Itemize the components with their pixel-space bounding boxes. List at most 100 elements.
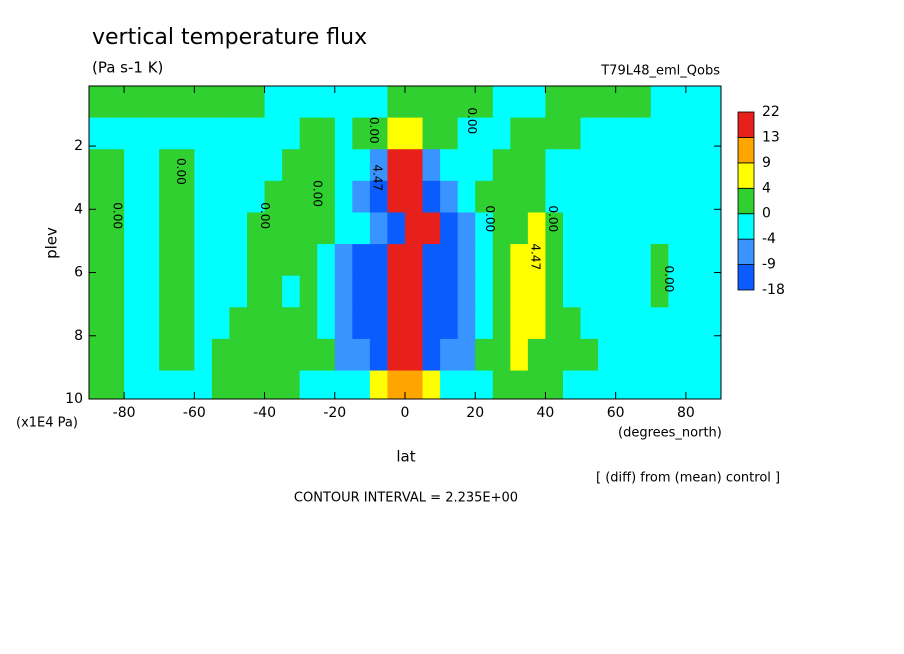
field-cell — [211, 370, 230, 399]
field-cell — [405, 149, 424, 182]
field-cell — [369, 338, 388, 372]
field-cell — [334, 275, 353, 308]
field-cell — [633, 86, 652, 119]
field-cell — [352, 370, 371, 399]
field-cell — [334, 307, 353, 340]
field-cell — [106, 117, 125, 150]
field-cell — [282, 275, 301, 308]
field-cell — [211, 244, 230, 277]
field-cell — [492, 180, 511, 213]
field-cell — [615, 370, 634, 399]
field-cell — [422, 275, 441, 308]
field-cell — [369, 86, 388, 119]
field-cell — [264, 212, 283, 245]
field-cell — [334, 212, 353, 245]
field-cell — [527, 275, 546, 308]
field-cell — [352, 117, 371, 150]
field-cell — [510, 86, 529, 119]
colorbar-swatch — [737, 213, 755, 240]
field-cell — [194, 117, 213, 150]
colorbar-swatch — [737, 111, 755, 138]
field-cell — [580, 86, 599, 119]
field-cell — [89, 275, 108, 308]
field-cell — [475, 149, 494, 182]
field-cell — [211, 86, 230, 119]
field-cell — [440, 86, 459, 119]
colorbar-label: -4 — [762, 231, 776, 247]
field-cell — [633, 307, 652, 340]
field-cell — [703, 307, 721, 340]
field-cell — [615, 180, 634, 213]
field-cell — [510, 180, 529, 213]
contour-label: 0.00 — [662, 265, 676, 292]
field-cell — [475, 180, 494, 213]
field-cell — [194, 212, 213, 245]
field-cell — [229, 370, 248, 399]
field-cell — [317, 117, 336, 150]
field-cell — [510, 149, 529, 182]
field-cell — [176, 86, 195, 119]
field-cell — [492, 117, 511, 150]
field-cell — [685, 149, 704, 182]
field-cell — [106, 370, 125, 399]
x-tick-label: -80 — [113, 405, 136, 421]
field-cell — [475, 212, 494, 245]
field-cell — [405, 180, 424, 213]
field-cell — [598, 212, 617, 245]
field-cell — [492, 86, 511, 119]
chart-title: vertical temperature flux — [92, 25, 367, 50]
field-cell — [299, 86, 318, 119]
field-cell — [405, 338, 424, 372]
field-cell — [527, 244, 546, 277]
field-cell — [229, 275, 248, 308]
field-cell — [352, 275, 371, 308]
field-cell — [176, 307, 195, 340]
field-cell — [247, 275, 266, 308]
contour-label: 4.47 — [528, 243, 542, 270]
field-cell — [668, 370, 687, 399]
field-cell — [650, 86, 669, 119]
field-cell — [159, 117, 178, 150]
field-cell — [89, 370, 108, 399]
field-cell — [369, 275, 388, 308]
colorbar-swatch — [737, 238, 755, 265]
field-cell — [176, 212, 195, 245]
field-cell — [703, 212, 721, 245]
field-cell — [475, 244, 494, 277]
y-tick-label: 8 — [74, 328, 83, 344]
field-cell — [668, 117, 687, 150]
field-cell — [194, 307, 213, 340]
field-cell — [650, 149, 669, 182]
field-cell — [650, 307, 669, 340]
field-cell — [299, 307, 318, 340]
field-cell — [317, 212, 336, 245]
field-cell — [580, 149, 599, 182]
x-tick-label: 80 — [677, 405, 695, 421]
field-cell — [369, 307, 388, 340]
field-cell — [633, 338, 652, 372]
field-cell — [264, 370, 283, 399]
field-cell — [334, 180, 353, 213]
field-cell — [615, 212, 634, 245]
field-cell — [299, 244, 318, 277]
field-cell — [211, 338, 230, 372]
field-cell — [440, 212, 459, 245]
field-cell — [633, 149, 652, 182]
field-cell — [89, 117, 108, 150]
field-cell — [387, 338, 406, 372]
field-cell — [282, 338, 301, 372]
colorbar-label: 4 — [762, 180, 771, 196]
field-cell — [247, 338, 266, 372]
field-cell — [247, 149, 266, 182]
field-cell — [159, 212, 178, 245]
field-cell — [299, 149, 318, 182]
field-cell — [703, 275, 721, 308]
field-cell — [405, 275, 424, 308]
field-cell — [650, 180, 669, 213]
field-cell — [457, 212, 476, 245]
field-cell — [475, 370, 494, 399]
field-cell — [633, 370, 652, 399]
field-cell — [475, 86, 494, 119]
field-cell — [141, 244, 160, 277]
field-cell — [264, 244, 283, 277]
